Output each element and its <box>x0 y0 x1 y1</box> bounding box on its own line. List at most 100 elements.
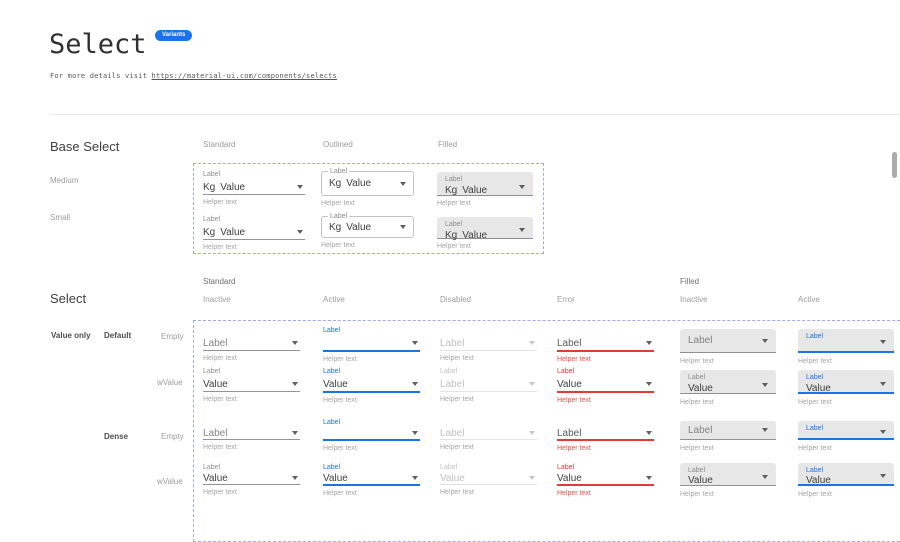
select-field-standard-active-empty-default: Label Helper text <box>323 326 420 363</box>
select-control[interactable] <box>323 427 420 441</box>
select-field-standard-disabled-empty-dense: Label Helper text <box>440 418 537 451</box>
field-value: Value <box>440 472 465 484</box>
field-value: Kg Value <box>203 227 245 238</box>
base-select-standard-medium: Label Kg Value Helper text <box>203 170 305 206</box>
helper-text: Helper text <box>323 445 357 452</box>
value-text: Value <box>346 178 372 189</box>
dropdown-arrow-icon <box>529 431 535 435</box>
helper-text: Helper text <box>798 399 832 406</box>
row-label-empty-default: Empty <box>161 332 184 341</box>
select-control[interactable]: Label Kg Value <box>321 168 414 196</box>
field-value: Value <box>806 475 831 486</box>
helper-text: Helper text <box>798 491 832 498</box>
select-control[interactable]: Label <box>798 421 894 440</box>
dropdown-arrow-icon <box>400 181 406 186</box>
helper-text: Helper text <box>680 491 714 498</box>
helper-text: Helper text <box>437 200 471 207</box>
field-label: Label <box>688 374 706 381</box>
column-header-inactive: Inactive <box>203 295 231 304</box>
select-control[interactable]: Label <box>203 336 300 351</box>
scrollbar-thumb[interactable] <box>892 152 897 178</box>
select-control[interactable]: Label <box>680 329 776 353</box>
dropdown-arrow-icon <box>880 340 886 344</box>
dropdown-arrow-icon <box>519 228 525 232</box>
helper-text: Helper text <box>321 200 355 207</box>
value-prefix: Kg <box>203 226 216 238</box>
field-label: Label <box>806 333 824 340</box>
field-label: Label <box>328 168 350 176</box>
select-control[interactable]: Label <box>440 427 537 440</box>
select-field-standard-active-value-dense: Label Value Helper text <box>323 463 420 497</box>
select-control[interactable]: Label Value <box>798 463 894 486</box>
base-select-standard-small: Label Kg Value Helper text <box>203 215 305 251</box>
field-label: Label <box>688 467 706 474</box>
row-label-small: Small <box>50 213 71 222</box>
field-value: Label <box>440 337 465 349</box>
select-control[interactable]: Label <box>557 336 654 352</box>
select-control[interactable]: Label Value <box>798 370 894 394</box>
subtitle-link[interactable]: https://material-ui.com/components/selec… <box>151 72 337 80</box>
density-label-default: Default <box>104 331 132 340</box>
select-control[interactable]: Label Kg Value <box>437 217 533 241</box>
select-field-standard-active-empty-dense: Label Helper text <box>323 418 420 452</box>
dropdown-arrow-icon <box>762 475 768 479</box>
divider <box>50 114 900 115</box>
select-field-standard-error-value-default: Label Value Helper text <box>557 367 654 404</box>
select-control[interactable]: Label Kg Value <box>321 213 414 238</box>
select-control[interactable]: Label <box>440 336 537 351</box>
select-control[interactable]: Value <box>323 472 420 486</box>
dropdown-arrow-icon <box>519 185 525 189</box>
field-value: Kg Value <box>329 178 371 189</box>
density-label-dense: Dense <box>104 432 129 441</box>
select-control[interactable] <box>323 336 420 352</box>
dropdown-arrow-icon <box>529 341 535 345</box>
select-field-standard-inactive-empty-dense: Label Helper text <box>203 418 300 451</box>
select-control[interactable]: Label Value <box>680 463 776 486</box>
field-label: Label <box>445 221 463 228</box>
helper-text: Helper text <box>203 244 237 251</box>
dropdown-arrow-icon <box>529 476 535 480</box>
select-control[interactable]: Kg Value <box>203 225 305 240</box>
field-label: Label <box>806 425 824 432</box>
select-field-standard-disabled-value-dense: Label Value Helper text <box>440 463 537 496</box>
field-value: Kg Value <box>445 230 487 241</box>
dropdown-arrow-icon <box>762 338 768 343</box>
select-control[interactable]: Label <box>557 427 654 441</box>
field-value: Kg Value <box>203 182 245 193</box>
field-value: Value <box>688 475 713 486</box>
helper-text: Helper text <box>440 444 474 451</box>
dropdown-arrow-icon <box>292 382 298 386</box>
row-label-medium: Medium <box>50 176 79 185</box>
select-control[interactable]: Value <box>440 472 537 485</box>
select-field-standard-disabled-empty-default: Label Helper text <box>440 326 537 362</box>
field-label: Label <box>440 368 458 375</box>
value-text: Value <box>346 221 372 233</box>
select-control[interactable]: Label Value <box>680 370 776 394</box>
select-control[interactable]: Label <box>203 427 300 440</box>
select-control[interactable]: Label <box>798 329 894 353</box>
select-field-standard-disabled-value-default: Label Label Helper text <box>440 367 537 403</box>
field-value: Value <box>203 378 228 390</box>
select-control[interactable]: Value <box>557 472 654 486</box>
value-prefix: Kg <box>445 185 458 196</box>
field-value: Label <box>440 378 465 390</box>
select-control[interactable]: Label <box>440 377 537 392</box>
select-field-standard-inactive-value-dense: Label Value Helper text <box>203 463 300 496</box>
select-control[interactable]: Value <box>203 377 300 392</box>
helper-text: Helper text <box>203 489 237 496</box>
select-control[interactable]: Value <box>203 472 300 485</box>
field-label: Label <box>688 424 713 436</box>
dropdown-arrow-icon <box>529 382 535 386</box>
select-control[interactable]: Value <box>323 377 420 393</box>
helper-text: Helper text <box>557 397 591 404</box>
select-control[interactable]: Label Kg Value <box>437 172 533 196</box>
field-label: Label <box>203 368 221 375</box>
base-select-outlined-small: Label Kg Value Helper text <box>321 213 414 255</box>
select-control[interactable]: Value <box>557 377 654 393</box>
dropdown-arrow-icon <box>292 476 298 480</box>
select-control[interactable]: Label <box>680 421 776 440</box>
select-control[interactable]: Kg Value <box>203 180 305 195</box>
dropdown-arrow-icon <box>292 431 298 435</box>
dropdown-arrow-icon <box>412 431 418 435</box>
page-title: Select <box>49 29 147 60</box>
